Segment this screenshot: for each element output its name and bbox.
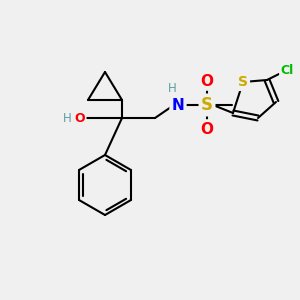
Text: N: N — [172, 98, 184, 112]
Text: O: O — [200, 122, 214, 136]
Text: H: H — [63, 112, 72, 124]
Text: H: H — [168, 82, 176, 95]
Text: Cl: Cl — [280, 64, 294, 76]
Text: O: O — [75, 112, 85, 124]
Text: S: S — [238, 75, 248, 89]
Text: S: S — [201, 96, 213, 114]
Text: O: O — [200, 74, 214, 88]
